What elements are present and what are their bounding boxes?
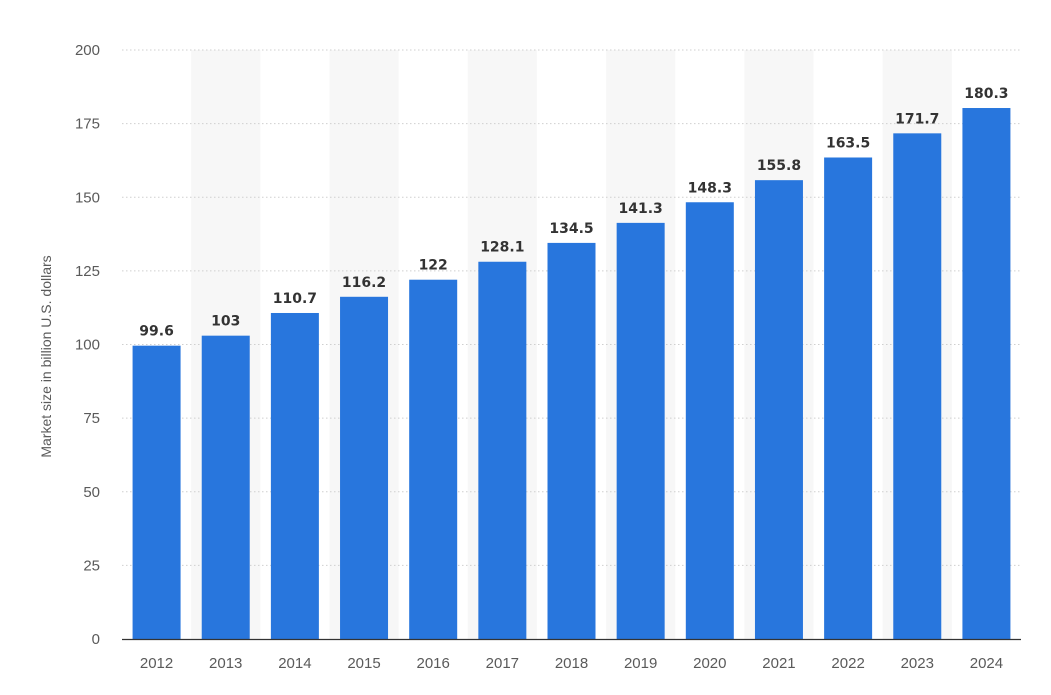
x-tick-label: 2023 <box>901 655 934 672</box>
bar[interactable] <box>201 335 250 639</box>
y-axis-title: Market size in billion U.S. dollars <box>38 255 54 457</box>
bar[interactable] <box>478 261 527 639</box>
bar[interactable] <box>824 157 873 639</box>
x-tick-label: 2016 <box>417 655 450 672</box>
y-axis-ticks: 0 25 50 75 100 125 150 175 200 <box>75 42 100 648</box>
x-tick-label: 2020 <box>693 655 726 672</box>
data-label: 116.2 <box>342 275 386 291</box>
bar[interactable] <box>754 180 803 639</box>
data-labels: 99.6 103 110.7 116.2 122 128.1 134.5 141.3 148.3… <box>139 86 1008 340</box>
x-axis-ticks: 2012 2013 2014 2015 2016 2017 2018 2019 2020 2021… <box>140 655 1003 672</box>
data-label: 128.1 <box>480 240 524 256</box>
data-label: 141.3 <box>619 201 663 217</box>
y-tick-label: 100 <box>75 337 100 354</box>
data-label: 148.3 <box>688 180 732 196</box>
bar[interactable] <box>270 312 319 639</box>
y-tick-label: 175 <box>75 116 100 133</box>
x-tick-label: 2019 <box>624 655 657 672</box>
bars <box>132 108 1011 640</box>
x-tick-label: 2018 <box>555 655 588 672</box>
x-tick-label: 2015 <box>347 655 380 672</box>
bar[interactable] <box>409 279 458 639</box>
y-tick-label: 25 <box>83 557 100 574</box>
bar[interactable] <box>132 345 181 639</box>
x-tick-label: 2014 <box>278 655 311 672</box>
x-tick-label: 2013 <box>209 655 242 672</box>
y-tick-label: 150 <box>75 189 100 206</box>
x-tick-label: 2021 <box>762 655 795 672</box>
bar[interactable] <box>547 242 596 639</box>
x-tick-label: 2012 <box>140 655 173 672</box>
bar[interactable] <box>616 222 665 639</box>
data-label: 134.5 <box>549 221 593 237</box>
x-tick-label: 2022 <box>831 655 864 672</box>
data-label: 155.8 <box>757 158 801 174</box>
data-label: 103 <box>211 314 240 330</box>
bar[interactable] <box>893 133 942 639</box>
y-tick-label: 75 <box>83 410 100 427</box>
y-tick-label: 0 <box>92 631 100 648</box>
y-tick-label: 125 <box>75 263 100 280</box>
bar[interactable] <box>340 296 389 639</box>
data-label: 180.3 <box>964 86 1008 102</box>
data-label: 171.7 <box>895 111 939 127</box>
bar[interactable] <box>685 202 734 639</box>
y-tick-label: 200 <box>75 42 100 59</box>
data-label: 110.7 <box>273 291 317 307</box>
data-label: 163.5 <box>826 135 870 151</box>
bar[interactable] <box>962 108 1011 640</box>
y-tick-label: 50 <box>83 484 100 501</box>
x-tick-label: 2017 <box>486 655 519 672</box>
data-label: 99.6 <box>139 324 174 340</box>
x-tick-label: 2024 <box>970 655 1003 672</box>
data-label: 122 <box>419 258 448 274</box>
